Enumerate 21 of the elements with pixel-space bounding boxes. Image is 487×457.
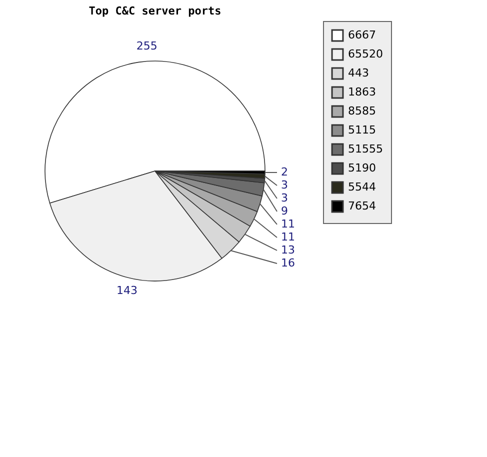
data-label: 16: [281, 256, 295, 270]
data-label: 13: [281, 243, 295, 256]
data-label: 255: [136, 39, 158, 52]
data-label: 143: [116, 284, 138, 297]
chart-title: Top C&C server ports: [88, 4, 222, 18]
legend-label: 5190: [348, 162, 376, 174]
legend-label: 65520: [348, 48, 383, 60]
legend-label: 7654: [348, 200, 376, 212]
legend-label: 1863: [348, 86, 376, 98]
data-label: 3: [281, 178, 288, 192]
data-label: 3: [281, 191, 288, 204]
data-label: 9: [281, 204, 288, 218]
data-label: 2: [281, 165, 288, 178]
data-label: 11: [281, 217, 295, 230]
legend-label: 5115: [348, 124, 376, 136]
legend-label: 51555: [348, 142, 383, 156]
legend-label: 6667: [348, 28, 376, 42]
legend-label: 8585: [348, 104, 376, 118]
legend-label: 443: [348, 66, 369, 80]
legend-label: 5544: [348, 180, 376, 194]
data-label: 11: [281, 230, 295, 244]
